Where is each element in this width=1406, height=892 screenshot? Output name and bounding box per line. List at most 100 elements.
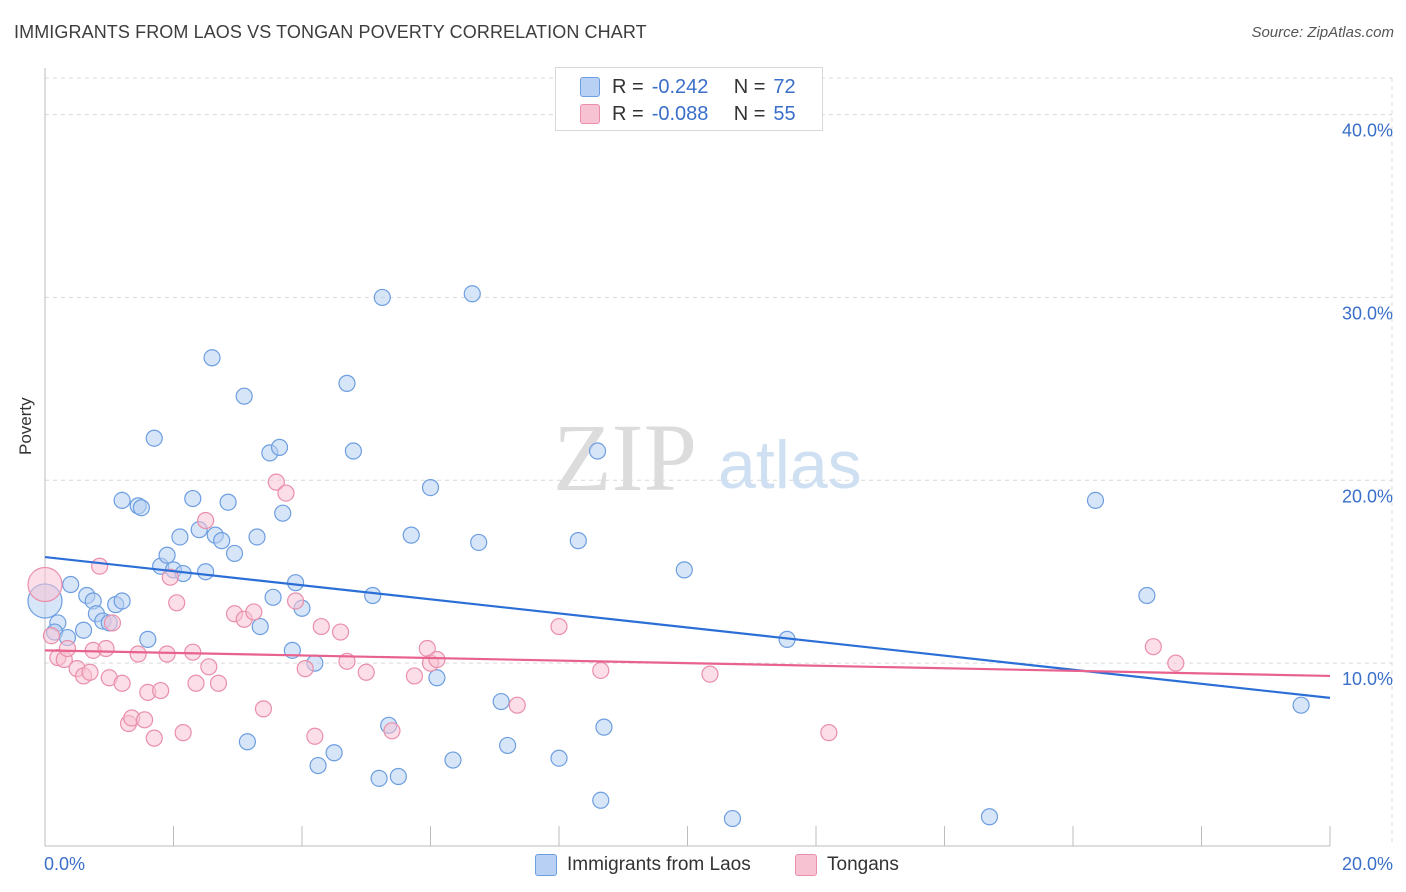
- tongans-point: [286, 592, 305, 610]
- legend-swatch-tongans: [580, 104, 600, 124]
- tongans-point: [331, 623, 350, 641]
- laos-point: [1086, 491, 1105, 509]
- laos-point: [264, 588, 282, 606]
- tongans-point: [405, 667, 424, 685]
- tongans-point: [508, 696, 526, 714]
- tongans-point: [296, 660, 314, 678]
- tongans-point: [312, 617, 330, 636]
- laos-point: [499, 736, 517, 755]
- legend-r-value: -0.242: [651, 75, 709, 98]
- legend-n-value: 55: [773, 102, 796, 125]
- series-name-tongans: Tongans: [827, 854, 899, 875]
- tongans-point: [245, 603, 263, 621]
- watermark-zip: ZIP: [553, 404, 697, 511]
- laos-point: [145, 429, 163, 447]
- laos-point: [270, 438, 289, 456]
- laos-point: [569, 532, 587, 550]
- laos-point: [723, 809, 742, 828]
- laos-point: [113, 491, 131, 509]
- laos-point: [1292, 696, 1310, 714]
- laos-point: [62, 575, 80, 594]
- tongans-point: [152, 681, 170, 700]
- laos-point: [132, 499, 150, 517]
- tongans-point: [209, 674, 228, 692]
- y-tick-label: 40.0%: [1342, 121, 1393, 141]
- tongans-point: [277, 484, 295, 502]
- laos-point: [286, 574, 305, 592]
- tongans-point: [357, 663, 375, 681]
- tongans-point: [550, 617, 568, 636]
- laos-point: [197, 563, 215, 581]
- x-tick-label: 20.0%: [1342, 854, 1393, 874]
- axis-layer: [44, 68, 1331, 847]
- chart-title: IMMIGRANTS FROM LAOS VS TONGAN POVERTY C…: [14, 22, 647, 42]
- tongans-point: [1167, 654, 1185, 672]
- laos-point: [113, 592, 131, 610]
- laos-point: [235, 387, 253, 405]
- laos-point: [364, 586, 382, 605]
- laos-point: [550, 749, 568, 767]
- legend-swatch-laos: [580, 77, 600, 97]
- laos-point: [421, 479, 440, 497]
- legend-r-label: R =: [612, 75, 644, 98]
- legend-row-tongans: R = -0.088 N = 55: [580, 102, 796, 126]
- laos-point: [980, 808, 999, 826]
- tongans-point: [145, 729, 163, 747]
- tongans-point: [592, 661, 610, 680]
- tongans-point: [135, 711, 154, 729]
- laos-point: [309, 756, 327, 775]
- laos-point: [344, 442, 362, 460]
- tongans-trend-line: [44, 649, 1331, 678]
- laos-point: [74, 621, 93, 639]
- watermark: ZIP atlas: [553, 404, 862, 511]
- laos-point: [402, 526, 420, 544]
- legend-r-label: R =: [612, 102, 644, 125]
- laos-point: [338, 374, 356, 392]
- laos-point: [139, 630, 157, 648]
- laos-point: [370, 769, 388, 787]
- y-tick-label: 30.0%: [1342, 303, 1393, 323]
- laos-point: [373, 288, 391, 307]
- laos-point: [595, 718, 613, 736]
- laos-point: [274, 504, 292, 522]
- tongans-point: [103, 614, 122, 632]
- trend-layer: [44, 555, 1331, 699]
- tongans-point: [42, 627, 61, 645]
- y-tick-label: 10.0%: [1342, 669, 1393, 689]
- series-legend-tongans: Tongans: [795, 852, 899, 878]
- tongans-point: [428, 650, 446, 669]
- tongans-point: [306, 727, 324, 745]
- laos-point: [213, 532, 231, 550]
- tongans-point: [81, 663, 99, 681]
- tongans-point: [91, 557, 109, 575]
- laos-point: [470, 533, 488, 552]
- series-legend-laos: Immigrants from Laos: [535, 852, 751, 878]
- laos-point: [225, 544, 244, 563]
- tongans-point: [1144, 638, 1162, 656]
- tongans-point: [174, 724, 192, 742]
- laos-point: [184, 489, 202, 508]
- points-layer: [27, 285, 1310, 828]
- laos-point: [325, 744, 343, 762]
- y-tick-label: 20.0%: [1342, 486, 1393, 506]
- correlation-legend: R = -0.242 N = 72 R = -0.088 N = 55: [555, 67, 823, 131]
- tongans-point: [820, 724, 838, 742]
- laos-point: [444, 751, 462, 769]
- laos-point: [428, 669, 446, 687]
- legend-row-laos: R = -0.242 N = 72: [580, 75, 796, 99]
- laos-point: [592, 791, 610, 809]
- tongans-point: [158, 645, 176, 663]
- tongans-point: [701, 665, 719, 683]
- x-tick-label: 0.0%: [44, 854, 85, 874]
- series-swatch-tongans: [795, 854, 817, 876]
- laos-point: [203, 349, 221, 367]
- tongans-point: [254, 700, 273, 718]
- laos-point: [492, 692, 510, 711]
- tongans-point: [27, 566, 63, 603]
- laos-point: [389, 767, 407, 786]
- laos-point: [251, 617, 269, 636]
- tick-label-layer: 10.0% 20.0% 30.0% 40.0% 0.0% 20.0%: [44, 121, 1393, 874]
- legend-n-value: 72: [773, 75, 796, 98]
- tongans-point: [113, 674, 131, 692]
